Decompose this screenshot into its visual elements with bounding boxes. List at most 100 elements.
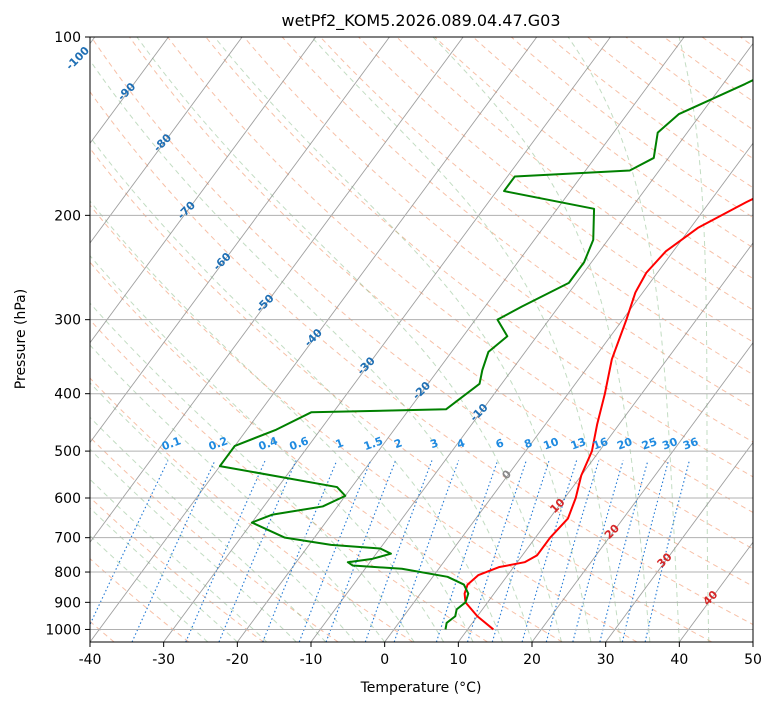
mixing-ratio-line [393, 460, 460, 642]
isotherm-label: -50 [253, 292, 276, 315]
mixing-ratio-line [90, 460, 169, 626]
y-tick-label: 700 [54, 531, 81, 547]
x-tick-label: 10 [449, 652, 467, 668]
dry-adiabat [434, 37, 753, 280]
mixing-ratio-label: 2 [392, 436, 404, 451]
temperature-profile [463, 197, 753, 631]
y-tick-label: 500 [54, 444, 81, 460]
dry-adiabat [510, 37, 753, 219]
moist-adiabat [136, 37, 562, 642]
mixing-ratio-label: 13 [569, 435, 588, 452]
mixing-ratio-label: 0.1 [160, 434, 183, 453]
isotherm-label: -60 [211, 250, 234, 273]
isotherm [310, 42, 753, 642]
moist-adiabat [90, 200, 474, 642]
isotherm [384, 142, 753, 642]
dewpoint-profile [218, 79, 753, 630]
moist-adiabat [90, 254, 445, 642]
moist-adiabat [432, 37, 651, 642]
x-tick-label: -40 [79, 652, 102, 668]
mixing-ratio-label: 0.2 [207, 434, 230, 453]
moist-adiabat [90, 344, 386, 642]
y-axis-label: Pressure (hPa) [13, 289, 29, 389]
x-axis-label: Temperature (°C) [360, 680, 482, 696]
dry-adiabat [90, 436, 339, 642]
dry-adiabat [358, 37, 753, 343]
mixing-ratio-label: 0.6 [288, 434, 311, 453]
moist-adiabat [567, 37, 680, 642]
mixing-ratio-line [185, 460, 266, 642]
y-tick-label: 900 [54, 595, 81, 611]
y-tick-label: 800 [54, 565, 81, 581]
x-tick-label: -30 [152, 652, 175, 668]
moist-adiabat [90, 59, 533, 642]
isotherm-label: -40 [302, 326, 325, 349]
isotherm [752, 641, 753, 642]
moist-adiabat [90, 478, 268, 642]
isotherm [605, 441, 753, 642]
dry-adiabat [205, 37, 753, 478]
isotherm-label: -100 [63, 44, 92, 73]
moist-adiabat [90, 136, 503, 642]
isotherm-label: -80 [151, 131, 174, 154]
x-tick-label: 40 [670, 652, 688, 668]
mixing-ratio-line [325, 460, 397, 642]
mixing-ratio-label: 20 [615, 435, 634, 453]
x-tick-label: 20 [523, 652, 541, 668]
y-tick-label: 300 [54, 313, 81, 329]
isotherm-label: -30 [355, 354, 378, 377]
isotherm [90, 37, 317, 344]
dry-adiabat [281, 37, 753, 409]
x-tick-label: 50 [744, 652, 762, 668]
dry-adiabat [396, 37, 753, 311]
moist-adiabat [90, 535, 209, 642]
mixing-ratio-line [521, 460, 578, 642]
mixing-ratio-label: 6 [494, 436, 506, 451]
dry-adiabat [740, 37, 753, 47]
isotherm [163, 37, 611, 642]
mixing-ratio-line [298, 460, 372, 642]
dry-adiabat [320, 37, 753, 376]
mixing-ratio-line [644, 460, 690, 642]
dry-adiabat [663, 37, 753, 102]
dry-adiabat [90, 261, 563, 642]
mixing-ratio-line [218, 460, 297, 642]
mixing-ratio-label: 36 [681, 435, 700, 453]
x-tick-label: 30 [597, 652, 615, 668]
mixing-ratio-label: 16 [591, 435, 610, 453]
isotherm [90, 37, 169, 144]
dry-adiabat [472, 37, 753, 249]
x-tick-label: -10 [300, 652, 323, 668]
y-tick-label: 1000 [45, 622, 81, 638]
moist-adiabat [678, 37, 710, 642]
mixing-ratio-label: 25 [640, 435, 659, 452]
isotherm [90, 37, 390, 444]
moist-adiabat [90, 302, 415, 642]
mixing-ratio-label: 1.5 [362, 434, 385, 453]
mixing-ratio-line [262, 460, 338, 642]
moist-adiabat [311, 37, 621, 642]
isotherm [90, 37, 538, 642]
y-tick-label: 400 [54, 387, 81, 403]
dry-adiabat [90, 147, 712, 642]
mixing-ratio-label: 1 [334, 436, 346, 451]
isotherm [531, 341, 753, 642]
isotherm-label: -10 [467, 401, 490, 424]
isotherm [678, 541, 753, 642]
isotherm [90, 37, 243, 244]
moist-adiabat [90, 382, 356, 642]
moist-adiabat [90, 448, 297, 642]
dry-adiabat [90, 377, 414, 642]
isotherm-label: -90 [115, 80, 138, 103]
isotherm [90, 37, 464, 544]
mixing-ratio-label: 30 [661, 435, 680, 453]
x-tick-label: 0 [380, 652, 389, 668]
mixing-ratio-line [364, 460, 433, 642]
mixing-ratio-label: 0.4 [257, 434, 280, 453]
y-tick-label: 100 [54, 30, 81, 46]
mixing-ratio-label: 8 [523, 436, 535, 451]
mixing-ratio-line [572, 460, 624, 642]
mixing-ratio-line [599, 460, 649, 642]
isotherm [457, 242, 753, 642]
